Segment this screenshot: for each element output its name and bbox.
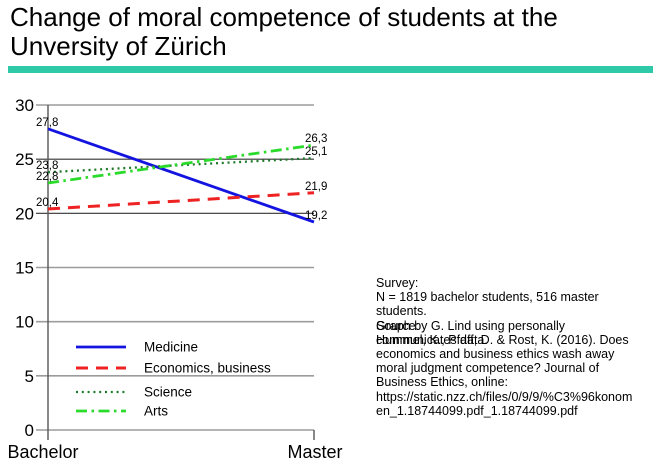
survey-lines: N = 1819 bachelor students, 516 master st… [376,290,632,347]
page-title: Change of moral competence of students a… [10,3,558,60]
data-label: 20,4 [36,197,59,209]
y-tick-label: 25 [15,150,34,169]
y-tick-label: 15 [15,259,34,278]
data-label: 23,8 [36,160,58,172]
title-line-1: Change of moral competence of students a… [10,2,558,32]
text-line: students. [376,304,427,319]
legend-label: Economics, business [144,361,271,376]
title-line-2: Unversity of Zürich [10,30,227,61]
x-axis-label: Bachelor [7,442,78,462]
data-label: 26,3 [305,133,327,145]
x-axis-label: Master [287,442,342,462]
data-label: 22,8 [36,171,58,183]
series-line-medicine [47,127,315,224]
data-label: 25,1 [305,146,327,158]
y-tick-label: 20 [15,204,34,223]
text-line: communicates data. [376,332,488,347]
text-line: N = 1819 bachelor students, 516 master [376,290,599,305]
title-divider [8,66,653,73]
data-label: 19,2 [305,210,327,222]
line-chart: 0 5 10 15 20 25 30 Bachelor Master 27,8 19,2 20,4 21… [7,96,342,462]
series-line-economics-business [47,191,315,211]
text-line: moral judgment competence? Journal of [376,361,600,376]
series-line-arts [47,143,315,185]
legend-label: Medicine [144,340,198,355]
data-label: 21,9 [305,181,327,193]
text-line: economics and business ethics wash away [376,346,615,361]
text-line: https://static.nzz.ch/files/0/9/9/%C3%96… [376,389,633,404]
legend-label: Science [144,385,192,400]
legend-label: Arts [144,404,168,419]
text-line: Hummel, K., Pfaff, D. & Rost, K. (2016).… [376,332,629,347]
series-line-science [47,156,315,174]
side-text: Survey: N = 1819 bachelor students, 516 … [376,276,632,418]
y-tick-label: 5 [25,367,34,386]
source-lines: Hummel, K., Pfaff, D. & Rost, K. (2016).… [376,332,632,418]
source-heading: Source: [376,318,420,333]
survey-heading: Survey: [376,276,419,290]
text-line: Business Ethics, online: [376,375,509,390]
y-tick-label: 30 [15,96,34,115]
text-line: Graph by G. Lind using personally [376,318,565,333]
text-line: en_1.18744099.pdf_1.18744099.pdf [376,403,578,418]
y-tick-label: 10 [15,313,34,332]
data-label: 27,8 [36,117,58,129]
y-tick-label: 0 [25,421,34,440]
